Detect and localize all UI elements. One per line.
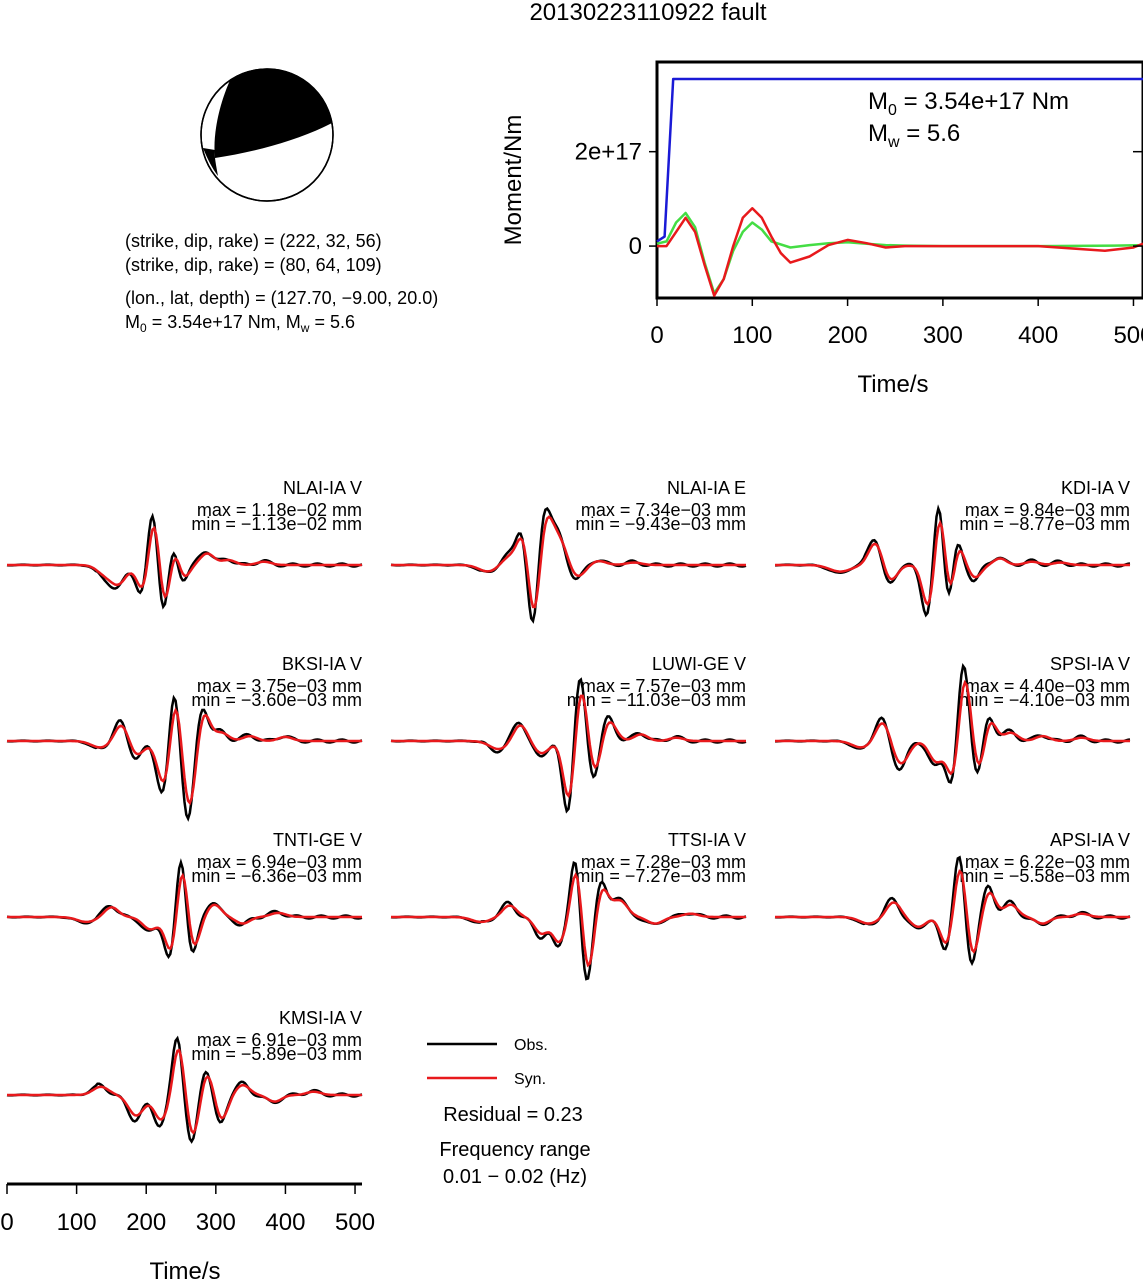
max-amplitude-label: max = 6.91e−03 mm — [197, 1030, 362, 1050]
moment-summary-text: M0 = 3.54e+17 Nm, Mw = 5.6 — [125, 312, 355, 335]
max-amplitude-label: max = 6.22e−03 mm — [965, 852, 1130, 872]
max-amplitude-label: max = 4.40e−03 mm — [965, 676, 1130, 696]
synthetic-trace — [391, 694, 746, 799]
time-axis-tick-label: 500 — [335, 1209, 375, 1236]
synthetic-trace — [391, 515, 746, 609]
station-label: NLAI-IA V — [283, 478, 362, 498]
station-label: TTSI-IA V — [668, 830, 746, 850]
waveform-time-axis: 0 100 200 300 400 500 — [0, 1182, 375, 1236]
time-axis-tick-label: 0 — [0, 1209, 13, 1236]
max-amplitude-label: max = 1.18e−02 mm — [197, 500, 362, 520]
moment-x-tick-label: 300 — [923, 322, 963, 349]
time-axis-tick-label: 100 — [57, 1209, 97, 1236]
plane2-text: (strike, dip, rake) = (80, 64, 109) — [125, 255, 382, 275]
residual-text: Residual = 0.23 — [443, 1104, 583, 1126]
station-label: APSI-IA V — [1050, 830, 1130, 850]
synthetic-trace — [775, 869, 1130, 954]
moment-mw-text: Mw = 5.6 — [868, 120, 960, 151]
moment-series-red — [657, 207, 1143, 297]
moment-x-tick-label: 100 — [732, 322, 772, 349]
synthetic-trace — [775, 679, 1130, 776]
min-amplitude-label: min = −4.10e−03 mm — [959, 690, 1130, 710]
max-amplitude-label: max = 3.75e−03 mm — [197, 676, 362, 696]
figure-title: 20130223110922 fault — [529, 0, 766, 26]
beachball — [200, 68, 334, 202]
max-amplitude-label: max = 7.28e−03 mm — [581, 852, 746, 872]
max-amplitude-label: max = 6.94e−03 mm — [197, 852, 362, 872]
synthetic-trace — [7, 525, 362, 599]
plane1-text: (strike, dip, rake) = (222, 32, 56) — [125, 231, 382, 251]
observed-trace — [6, 694, 363, 822]
min-amplitude-label: min = −3.60e−03 mm — [191, 690, 362, 710]
min-amplitude-label: min = −5.58e−03 mm — [959, 866, 1130, 886]
moment-x-tick-label: 500 — [1113, 322, 1143, 349]
synthetic-trace — [7, 1048, 362, 1135]
moment-x-tick-label: 0 — [650, 322, 663, 349]
station-label: KMSI-IA V — [279, 1008, 362, 1028]
station-label: LUWI-GE V — [652, 654, 746, 674]
moment-plot-frame — [655, 60, 1143, 300]
location-text: (lon., lat, depth) = (127.70, −9.00, 20.… — [125, 288, 438, 308]
min-amplitude-label: min = −11.03e−03 mm — [567, 690, 746, 710]
min-amplitude-label: min = −5.89e−03 mm — [191, 1044, 362, 1064]
synthetic-trace — [775, 519, 1130, 607]
time-axis-tick-label: 200 — [126, 1209, 166, 1236]
time-axis-tick-label: 400 — [265, 1209, 305, 1236]
station-label: SPSI-IA V — [1050, 654, 1130, 674]
legend-obs-label: Obs. — [514, 1037, 548, 1054]
synthetic-trace — [7, 872, 362, 951]
moment-y-axis-label: Moment/Nm — [500, 115, 527, 246]
min-amplitude-label: min = −8.77e−03 mm — [959, 514, 1130, 534]
moment-function-chart: 0 100 200 300 400 500 0 2e+17 Time/s Moment/Nm… — [500, 60, 1143, 398]
min-amplitude-label: min = −9.43e−03 mm — [575, 514, 746, 534]
station-label: KDI-IA V — [1061, 478, 1130, 498]
time-axis-tick-label: 300 — [196, 1209, 236, 1236]
moment-x-tick-label: 200 — [828, 322, 868, 349]
legend: Obs. Syn. Residual = 0.23 Frequency rang… — [427, 1037, 591, 1188]
min-amplitude-label: min = −6.36e−03 mm — [191, 866, 362, 886]
max-amplitude-label: max = 7.34e−03 mm — [581, 500, 746, 520]
synthetic-trace — [391, 872, 746, 968]
moment-m0-text: M0 = 3.54e+17 Nm — [868, 88, 1069, 119]
frequency-range-value: 0.01 − 0.02 (Hz) — [443, 1166, 587, 1188]
station-label: NLAI-IA E — [667, 478, 746, 498]
moment-x-axis-label: Time/s — [857, 371, 928, 398]
moment-y-tick-label: 0 — [629, 233, 642, 260]
station-label: TNTI-GE V — [273, 830, 362, 850]
synthetic-trace — [7, 707, 362, 806]
moment-series-blue — [656, 77, 1143, 243]
station-label: BKSI-IA V — [282, 654, 362, 674]
min-amplitude-label: min = −1.13e−02 mm — [191, 514, 362, 534]
waveform-x-axis-label: Time/s — [149, 1258, 220, 1280]
legend-syn-label: Syn. — [514, 1071, 546, 1088]
max-amplitude-label: max = 9.84e−03 mm — [965, 500, 1130, 520]
max-amplitude-label: max = 7.57e−03 mm — [581, 676, 746, 696]
frequency-range-label: Frequency range — [439, 1139, 590, 1161]
moment-y-tick-label: 2e+17 — [575, 139, 642, 166]
min-amplitude-label: min = −7.27e−03 mm — [575, 866, 746, 886]
moment-x-tick-label: 400 — [1018, 322, 1058, 349]
